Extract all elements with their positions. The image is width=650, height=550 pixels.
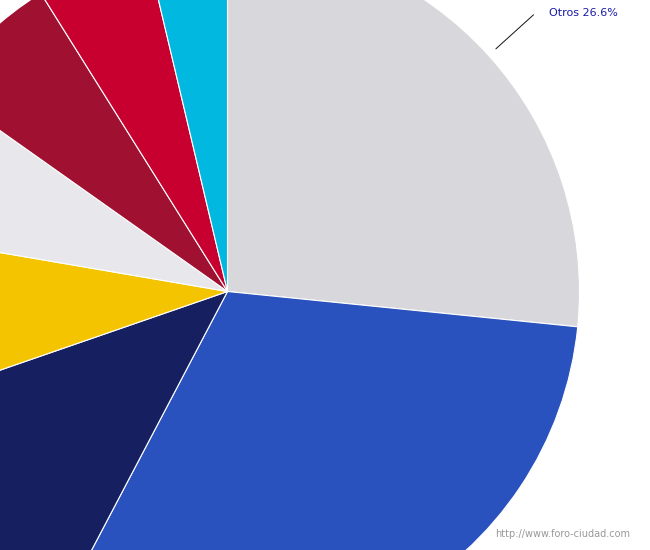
Text: http://www.foro-ciudad.com: http://www.foro-ciudad.com — [495, 529, 630, 539]
Text: El Escorial - Turistas extranjeros según país - Abril de 2024: El Escorial - Turistas extranjeros según… — [69, 12, 581, 30]
Wedge shape — [227, 0, 580, 327]
Wedge shape — [41, 0, 228, 292]
Wedge shape — [146, 0, 228, 292]
Wedge shape — [64, 292, 578, 550]
Text: Otros 26.6%: Otros 26.6% — [549, 8, 618, 18]
Wedge shape — [0, 292, 227, 550]
Wedge shape — [0, 0, 227, 292]
Wedge shape — [0, 88, 227, 292]
Wedge shape — [0, 232, 227, 406]
